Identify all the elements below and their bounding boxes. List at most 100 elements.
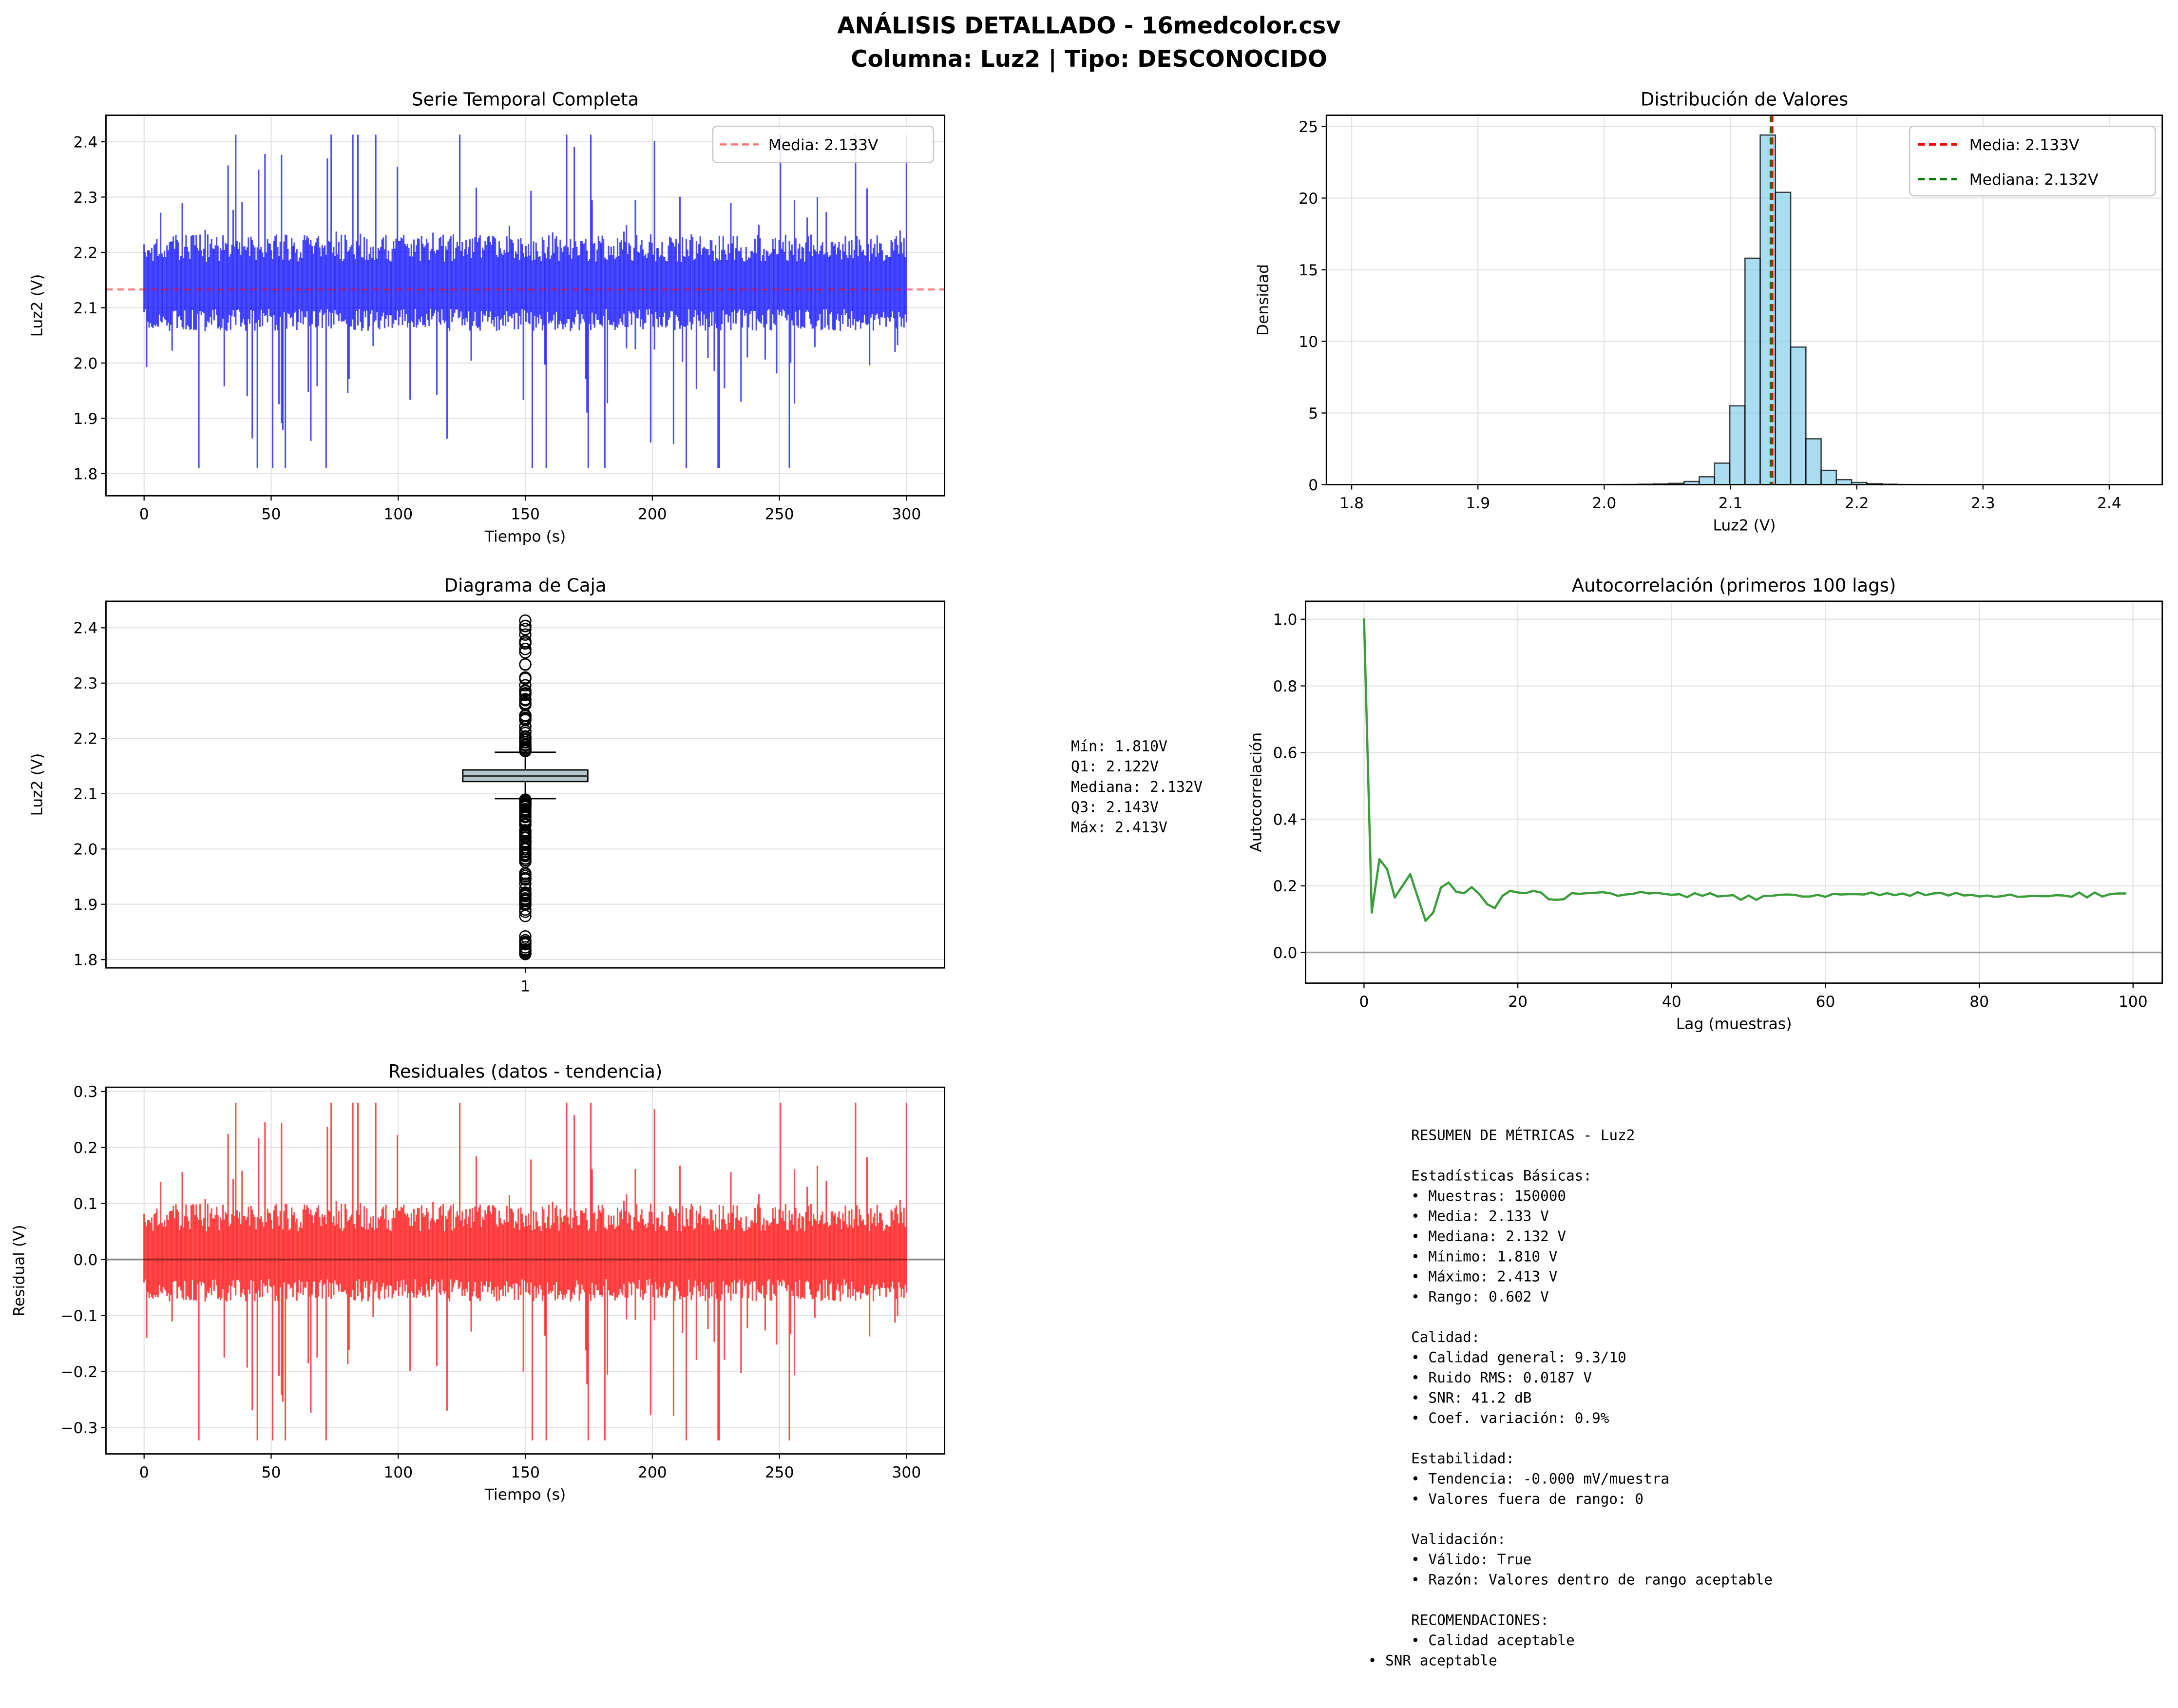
x-tick-label: 250 xyxy=(765,506,794,523)
box-stat-line: Q1: 2.122V xyxy=(1071,758,1159,775)
acf-segment xyxy=(1686,892,1696,899)
x-tick-label: 1 xyxy=(520,978,530,996)
acf-segment xyxy=(1724,894,1735,897)
metrics-line: Estabilidad: xyxy=(1368,1450,1514,1467)
y-tick-label: 20 xyxy=(1299,190,1318,208)
outlier-point xyxy=(519,841,532,854)
acf-segment xyxy=(1493,895,1504,909)
outlier-point xyxy=(519,671,532,684)
acf-segment xyxy=(1863,891,1873,896)
outlier-point xyxy=(519,845,532,859)
acf-segment xyxy=(1532,889,1542,894)
legend: Media: 2.133V xyxy=(712,125,935,163)
y-tick-label: 25 xyxy=(1299,118,1318,136)
acf-segment xyxy=(1886,892,1896,897)
acf-segment xyxy=(1424,911,1434,922)
x-tick-label: 100 xyxy=(2119,993,2148,1011)
axes-frame xyxy=(105,115,946,497)
legend-label: Media: 2.133V xyxy=(768,136,879,154)
metrics-line: Calidad: xyxy=(1368,1329,1480,1345)
y-tick-label: 1.9 xyxy=(74,410,98,428)
y-tick-label: 2.2 xyxy=(74,244,98,262)
histogram-bar xyxy=(1744,257,1761,485)
acf-segment xyxy=(1501,889,1511,897)
acf-segment xyxy=(2078,891,2088,899)
acf-segment xyxy=(1693,892,1704,897)
acf-segment xyxy=(1739,894,1750,901)
metrics-line: Estadísticas Básicas: xyxy=(1368,1167,1592,1184)
x-tick-label: 250 xyxy=(765,1464,794,1481)
legend-label: Mediana: 2.132V xyxy=(1969,171,2099,189)
acf-segment xyxy=(1440,881,1450,889)
outlier-point xyxy=(519,897,532,909)
x-tick-label: 100 xyxy=(383,506,413,523)
y-tick-label: 1.8 xyxy=(74,952,98,969)
axes-frame xyxy=(105,600,946,969)
outlier-point xyxy=(519,938,532,951)
x-tick-label: 2.0 xyxy=(1592,495,1616,512)
y-tick-label: 2.1 xyxy=(74,786,98,803)
x-tick-label: 150 xyxy=(511,1464,540,1481)
outlier-point xyxy=(519,934,532,947)
legend-label: Media: 2.133V xyxy=(1969,136,2080,154)
acf-segment xyxy=(1640,890,1650,895)
outlier-point xyxy=(519,725,532,737)
outlier-point xyxy=(519,810,532,823)
metrics-line: • Calidad general: 9.3/10 xyxy=(1368,1349,1626,1366)
outlier-point xyxy=(519,794,532,806)
metrics-line: • Rango: 0.602 V xyxy=(1368,1288,1549,1305)
box-stat-line: Mín: 1.810V xyxy=(1071,738,1167,755)
outlier-point xyxy=(519,623,532,635)
acf-segment xyxy=(1709,892,1719,898)
metrics-line: • Ruido RMS: 0.0187 V xyxy=(1368,1369,1592,1386)
acf-segment xyxy=(1394,884,1404,899)
acf-segment xyxy=(2008,893,2019,898)
y-tick-label: 2.3 xyxy=(74,189,98,207)
metrics-line: • Calidad aceptable xyxy=(1368,1632,1575,1649)
acf-segment xyxy=(1655,891,1665,895)
acf-segment xyxy=(1632,890,1642,895)
acf-segment xyxy=(2001,893,2011,898)
x-tick-label: 0 xyxy=(139,506,149,523)
histogram-bar xyxy=(1729,405,1746,485)
acf-segment xyxy=(1662,892,1673,896)
outlier-point xyxy=(519,635,532,648)
acf-segment xyxy=(1455,890,1465,895)
acf-segment xyxy=(1447,881,1458,893)
outlier-point xyxy=(519,819,532,832)
x-tick-label: 1.8 xyxy=(1339,495,1364,512)
figure-title-line1: ANÁLISIS DETALLADO - 16medcolor.csv xyxy=(837,12,1341,39)
subplot-title: Diagrama de Caja xyxy=(444,575,607,596)
box-stat-line: Máx: 2.413V xyxy=(1071,819,1167,836)
acf-segment xyxy=(1432,886,1442,914)
y-tick-label: 2.4 xyxy=(74,134,98,151)
metrics-line: • SNR aceptable xyxy=(1368,1652,1497,1669)
outlier-point xyxy=(519,910,532,922)
x-tick-label: 2.4 xyxy=(2097,495,2121,512)
acf-segment xyxy=(1609,892,1619,897)
outlier-point xyxy=(519,888,532,901)
metrics-line: • Muestras: 150000 xyxy=(1368,1188,1566,1204)
outlier-point xyxy=(519,619,532,632)
data-layer xyxy=(1363,115,2126,485)
y-axis-label: Autocorrelación xyxy=(1247,732,1265,852)
y-axis-label: Residual (V) xyxy=(10,1225,28,1316)
outlier-point xyxy=(519,930,532,943)
y-tick-label: 15 xyxy=(1299,262,1318,279)
subplot-0: 0 50 100 150 200 250 300 1.8 1.9 2.0 2.1 2.2 2.3 2.4 S… xyxy=(28,89,946,545)
acf-segment xyxy=(1909,891,1919,897)
acf-segment xyxy=(1401,873,1412,887)
y-tick-label: 0.0 xyxy=(1273,944,1298,962)
outlier-point xyxy=(519,804,532,817)
y-tick-label: 0.0 xyxy=(74,1251,98,1269)
x-axis-label: Lag (muestras) xyxy=(1676,1016,1792,1033)
subplot-4: 0 50 100 150 200 250 300 −0.3 −0.2 −0.1 0.0 0.1 0.2 0… xyxy=(10,1061,946,1504)
x-tick-label: 50 xyxy=(262,1464,281,1481)
outlier-point xyxy=(519,688,532,700)
outlier-point xyxy=(519,628,532,641)
acf-segment xyxy=(1509,889,1519,894)
outlier-point xyxy=(519,824,532,837)
subplot-1: 1.8 1.9 2.0 2.1 2.2 2.3 2.4 0 5 10 15 20 25 Distribuc… xyxy=(1255,89,2163,535)
y-axis-label: Luz2 (V) xyxy=(28,753,46,816)
